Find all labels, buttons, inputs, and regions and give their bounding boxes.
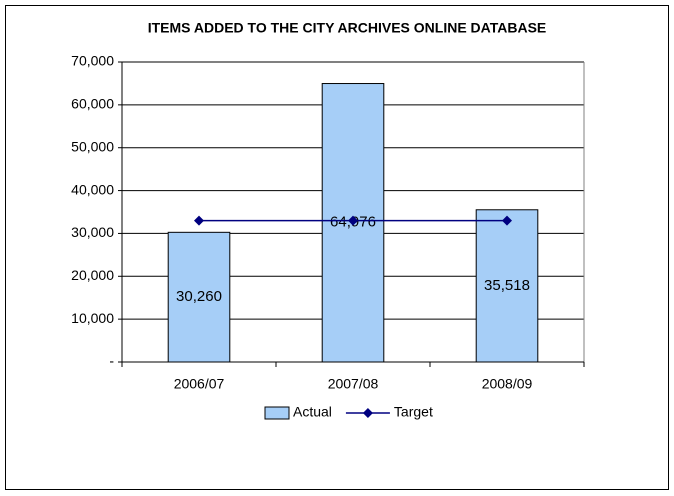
y-tick-label: 60,000: [71, 96, 114, 112]
legend-label: Target: [394, 404, 433, 420]
x-tick-label: 2006/07: [174, 376, 225, 392]
y-tick-label: 20,000: [71, 267, 114, 283]
y-tick-label: -: [109, 353, 114, 369]
bar: [475, 209, 539, 363]
line-marker: [348, 215, 358, 226]
y-tick-label: 30,000: [71, 224, 114, 240]
y-tick-label: 50,000: [71, 138, 114, 154]
data-label: 35,518: [484, 277, 530, 294]
y-tick-label: 40,000: [71, 181, 114, 197]
chart-title: ITEMS ADDED TO THE CITY ARCHIVES ONLINE …: [148, 20, 547, 36]
legend-swatch: [264, 406, 290, 420]
x-tick-label: 2008/09: [482, 376, 533, 392]
y-tick-label: 70,000: [71, 53, 114, 69]
x-tick-label: 2007/08: [328, 376, 379, 392]
line-marker: [194, 215, 204, 226]
data-label: 30,260: [176, 288, 222, 305]
bar: [167, 231, 231, 363]
legend-label: Actual: [293, 404, 332, 420]
y-tick-label: 10,000: [71, 310, 114, 326]
legend-marker: [362, 408, 373, 418]
line-marker: [502, 215, 512, 226]
